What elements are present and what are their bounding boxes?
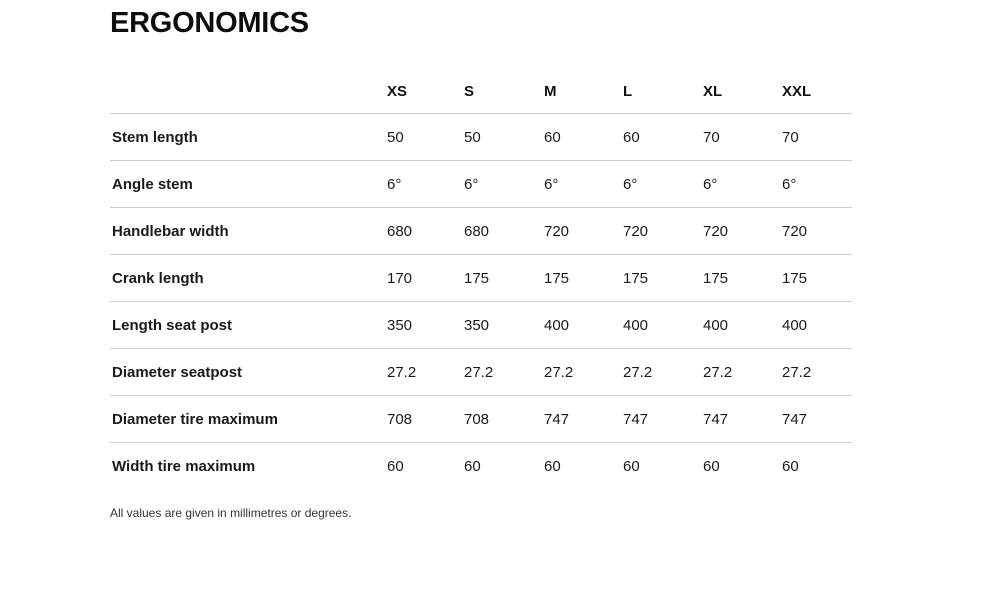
ergonomics-section: ERGONOMICS XS S M L XL XXL Stem leng xyxy=(110,8,852,520)
size-header-xl: XL xyxy=(703,69,782,114)
spec-cell: 60 xyxy=(703,457,720,475)
table-row-diameter-seatpost: Diameter seatpost 27.2 27.2 27.2 27.2 27… xyxy=(110,348,852,396)
spec-cell: 175 xyxy=(703,254,782,302)
spec-cell: 747 xyxy=(703,395,782,443)
spec-cell: 27.2 xyxy=(782,348,852,396)
row-label: Handlebar width xyxy=(110,207,387,255)
spec-cell: 6° xyxy=(464,160,544,208)
spec-cell: 720 xyxy=(782,207,852,255)
spec-cell: 175 xyxy=(623,254,703,302)
spec-cell: 50 xyxy=(464,113,544,161)
spec-cell: 6° xyxy=(782,160,852,208)
row-label: Length seat post xyxy=(110,301,387,349)
spec-cell: 60 xyxy=(544,113,623,161)
spec-cell: 27.2 xyxy=(387,348,464,396)
table-row-crank-length: Crank length 170 175 175 175 175 175 xyxy=(110,254,852,302)
spec-cell: 27.2 xyxy=(623,348,703,396)
units-footnote: All values are given in millimetres or d… xyxy=(110,506,352,520)
spec-cell: 350 xyxy=(464,301,544,349)
row-label: Crank length xyxy=(110,254,387,302)
size-header-xxl: XXL xyxy=(782,69,852,114)
spec-cell: 60 xyxy=(387,457,404,475)
spec-cell: 400 xyxy=(782,301,852,349)
row-label: Angle stem xyxy=(110,160,387,208)
spec-cell: 175 xyxy=(464,254,544,302)
spec-cell: 747 xyxy=(623,395,703,443)
size-header-xs: XS xyxy=(387,69,464,114)
page-title: ERGONOMICS xyxy=(110,7,309,39)
spec-cell: 6° xyxy=(623,160,703,208)
spec-cell: 680 xyxy=(464,207,544,255)
spec-cell: 680 xyxy=(387,207,464,255)
size-header-m: M xyxy=(544,69,623,114)
spec-cell: 350 xyxy=(387,301,464,349)
table-row-length-seat-post: Length seat post 350 350 400 400 400 400 xyxy=(110,301,852,349)
ergonomics-spec-table: XS S M L XL XXL Stem length 50 50 60 60 … xyxy=(110,69,852,489)
spec-cell: 175 xyxy=(544,254,623,302)
spec-cell: 708 xyxy=(387,395,464,443)
size-header-l: L xyxy=(623,69,703,114)
spec-cell: 6° xyxy=(544,160,623,208)
table-row-diameter-tire-maximum: Diameter tire maximum 708 708 747 747 74… xyxy=(110,395,852,443)
spec-cell: 60 xyxy=(464,457,481,475)
spec-cell: 60 xyxy=(782,457,799,475)
row-label: Width tire maximum xyxy=(112,457,256,475)
spec-cell: 60 xyxy=(623,113,703,161)
table-row-handlebar-width: Handlebar width 680 680 720 720 720 720 xyxy=(110,207,852,255)
size-header-s: S xyxy=(464,69,544,114)
spec-cell: 60 xyxy=(623,457,640,475)
spec-cell: 60 xyxy=(544,457,561,475)
spec-cell: 720 xyxy=(623,207,703,255)
size-header-spacer xyxy=(110,69,387,114)
size-header-row: XS S M L XL XXL xyxy=(110,69,852,114)
row-label: Diameter seatpost xyxy=(110,348,387,396)
spec-cell: 27.2 xyxy=(544,348,623,396)
spec-cell: 400 xyxy=(623,301,703,349)
spec-cell: 27.2 xyxy=(464,348,544,396)
row-label: Diameter tire maximum xyxy=(110,395,387,443)
spec-cell: 170 xyxy=(387,254,464,302)
spec-cell: 400 xyxy=(544,301,623,349)
spec-cell: 708 xyxy=(464,395,544,443)
table-row-angle-stem: Angle stem 6° 6° 6° 6° 6° 6° xyxy=(110,160,852,208)
table-row-stem-length: Stem length 50 50 60 60 70 70 xyxy=(110,113,852,161)
spec-cell: 6° xyxy=(703,160,782,208)
spec-cell: 70 xyxy=(703,113,782,161)
spec-cell: 720 xyxy=(703,207,782,255)
spec-cell: 400 xyxy=(703,301,782,349)
spec-cell: 720 xyxy=(544,207,623,255)
spec-cell: 175 xyxy=(782,254,852,302)
row-label: Stem length xyxy=(110,113,387,161)
table-row-width-tire-maximum: Width tire maximum 60 60 60 60 60 60 xyxy=(110,443,852,490)
spec-cell: 50 xyxy=(387,113,464,161)
spec-cell: 6° xyxy=(387,160,464,208)
spec-cell: 747 xyxy=(544,395,623,443)
spec-cell: 70 xyxy=(782,113,852,161)
spec-cell: 747 xyxy=(782,395,852,443)
spec-cell: 27.2 xyxy=(703,348,782,396)
